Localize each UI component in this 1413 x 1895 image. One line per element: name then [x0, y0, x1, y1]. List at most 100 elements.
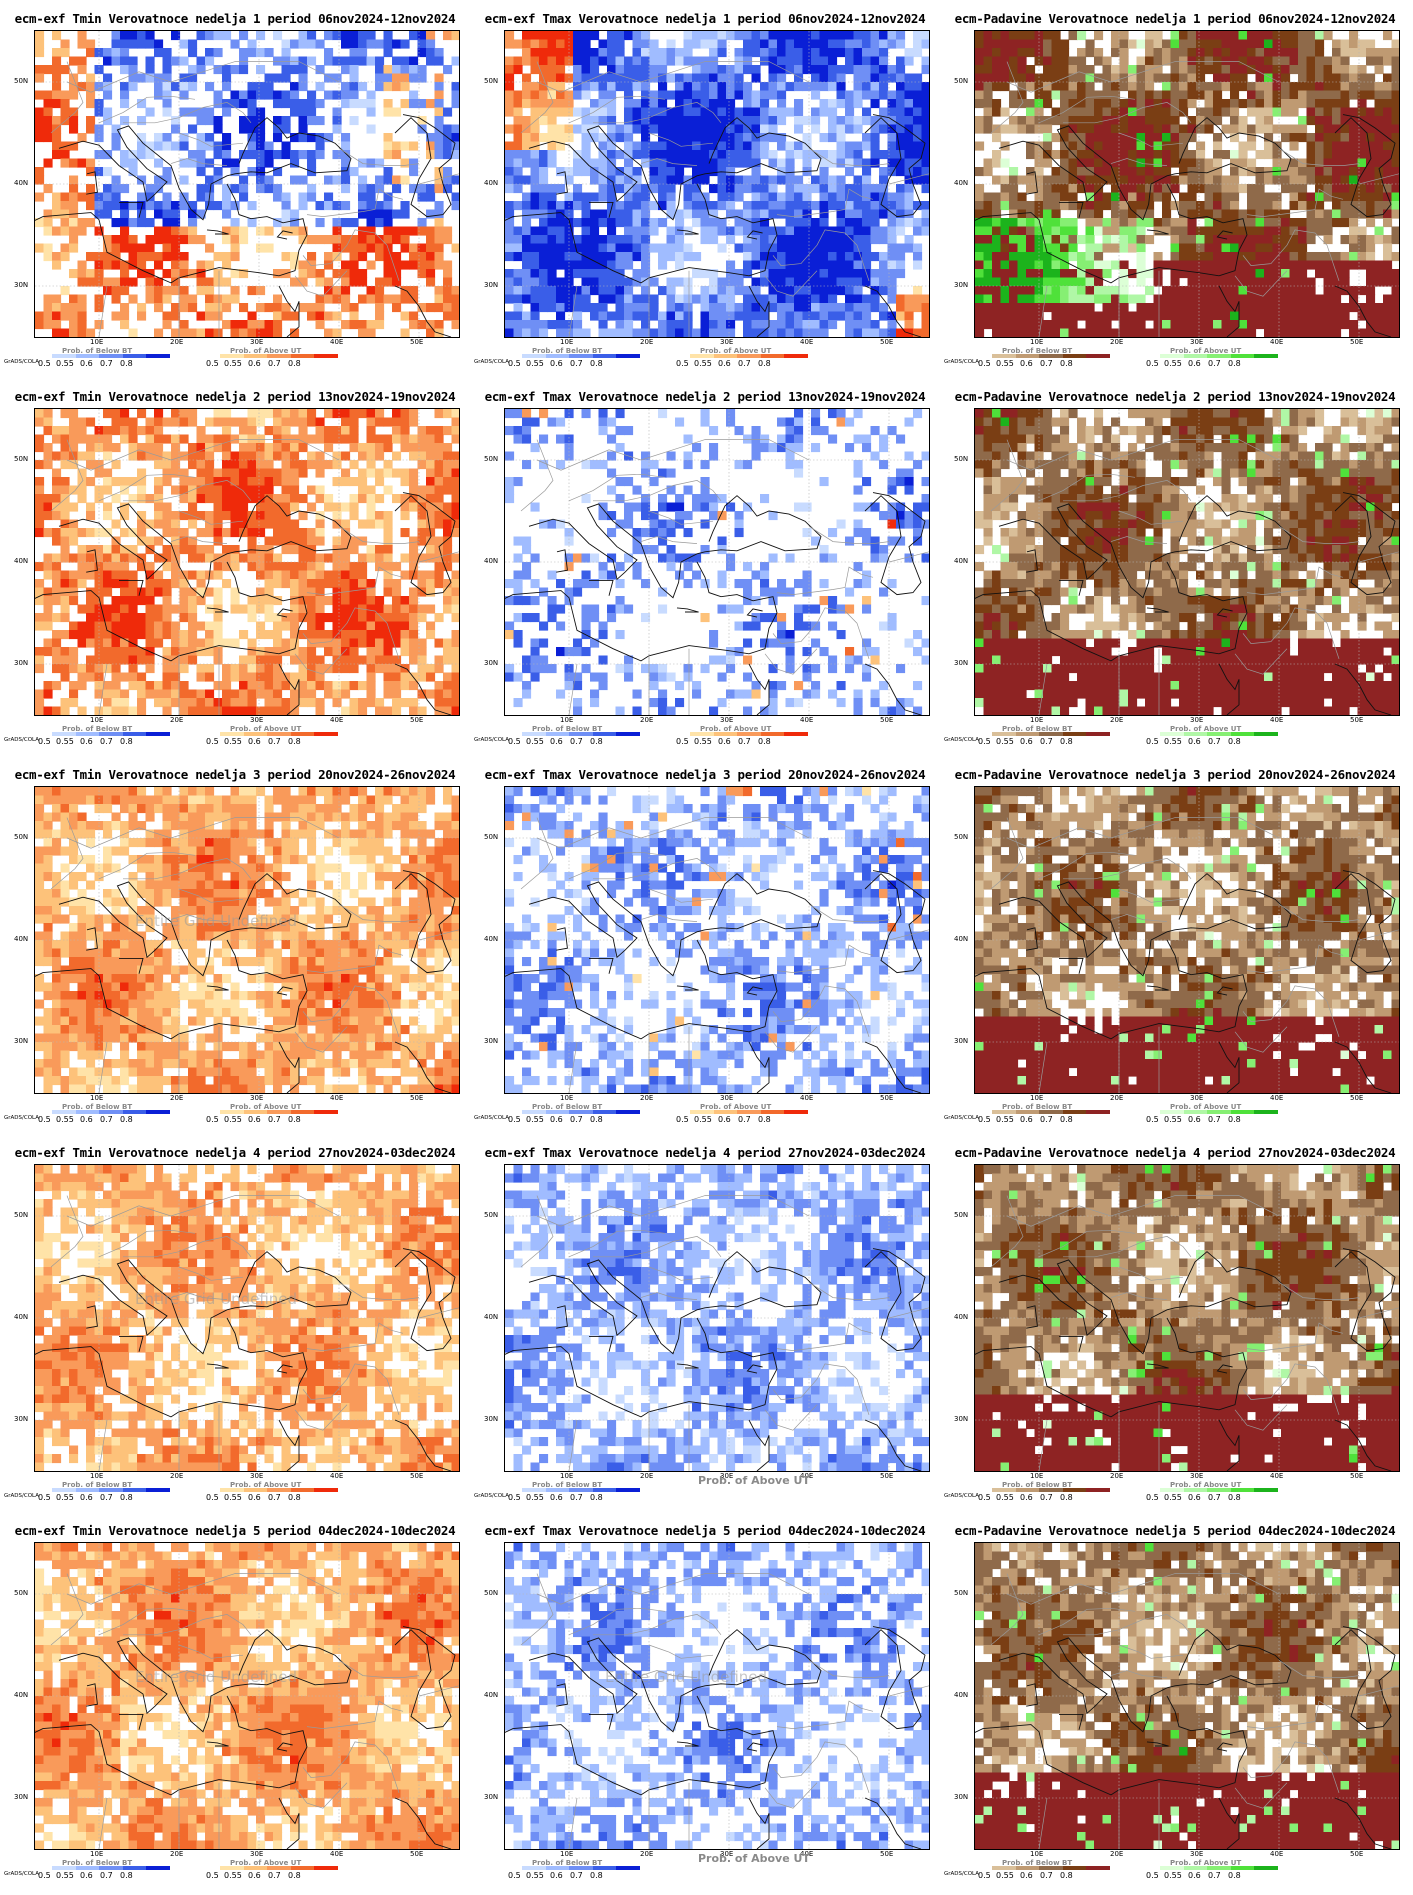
probability-cell: [86, 48, 96, 58]
probability-cell: [683, 124, 693, 134]
probability-cell: [1051, 73, 1061, 83]
probability-cell: [1111, 226, 1121, 236]
probability-cell: [845, 31, 855, 41]
probability-cell: [349, 243, 359, 253]
probability-cell: [1374, 277, 1384, 287]
probability-cell: [1153, 303, 1163, 313]
probability-cell: [52, 124, 62, 134]
probability-cell: [1391, 269, 1399, 279]
probability-cell: [375, 545, 385, 555]
probability-cell: [1136, 201, 1146, 211]
probability-cell: [726, 107, 736, 117]
probability-cell: [281, 201, 291, 211]
probability-cell: [1298, 167, 1308, 177]
probability-cell: [853, 286, 863, 296]
probability-cell: [1170, 226, 1180, 236]
probability-cell: [539, 260, 549, 270]
probability-cell: [1196, 124, 1206, 134]
probability-cell: [743, 269, 753, 279]
probability-cell: [358, 294, 368, 304]
probability-cell: [69, 269, 79, 279]
probability-cell: [1111, 243, 1121, 253]
probability-cell: [1060, 158, 1070, 168]
probability-cell: [409, 434, 419, 444]
probability-cell: [358, 443, 368, 453]
probability-cell: [298, 511, 308, 521]
probability-cell: [52, 451, 62, 461]
probability-cell: [1187, 277, 1197, 287]
probability-cell: [196, 460, 206, 470]
probability-cell: [983, 31, 993, 41]
probability-cell: [171, 528, 181, 538]
probability-cell: [1179, 107, 1189, 117]
probability-cell: [52, 320, 62, 330]
probability-cell: [1204, 48, 1214, 58]
probability-cell: [913, 73, 923, 83]
probability-cell: [434, 553, 444, 563]
probability-cell: [69, 158, 79, 168]
probability-cell: [145, 107, 155, 117]
probability-cell: [921, 56, 929, 66]
probability-cell: [777, 141, 787, 151]
probability-cell: [1306, 260, 1316, 270]
forecast-panel: ecm-exf Tmin Verovatnoce nedelja 2 perio…: [0, 378, 470, 757]
forecast-panel: ecm-exf Tmax Verovatnoce nedelja 1 perio…: [470, 0, 940, 379]
probability-cell: [307, 434, 317, 444]
probability-cell: [179, 328, 189, 337]
probability-cell: [1238, 277, 1248, 287]
probability-cell: [556, 209, 566, 219]
probability-cell: [1145, 269, 1155, 279]
probability-cell: [1000, 175, 1010, 185]
probability-cell: [451, 460, 459, 470]
probability-cell: [162, 528, 172, 538]
probability-cell: [426, 468, 436, 478]
probability-cell: [256, 175, 266, 185]
probability-cell: [1026, 320, 1036, 330]
probability-cell: [409, 485, 419, 495]
probability-cell: [358, 485, 368, 495]
probability-cell: [222, 562, 232, 572]
probability-cell: [1000, 286, 1010, 296]
probability-cell: [1332, 218, 1342, 228]
probability-cell: [145, 417, 155, 427]
probability-cell: [1077, 133, 1087, 143]
probability-cell: [904, 184, 914, 194]
probability-cell: [1111, 260, 1121, 270]
probability-cell: [564, 39, 574, 49]
probability-cell: [324, 48, 334, 58]
probability-cell: [760, 82, 770, 92]
probability-cell: [734, 31, 744, 41]
probability-cell: [887, 192, 897, 202]
probability-cell: [1136, 99, 1146, 109]
probability-cell: [400, 409, 410, 419]
probability-cell: [530, 192, 540, 202]
probability-cell: [264, 150, 274, 160]
probability-cell: [675, 158, 685, 168]
probability-cell: [443, 277, 453, 287]
probability-cell: [1306, 141, 1316, 151]
probability-cell: [1153, 150, 1163, 160]
probability-cell: [1009, 277, 1019, 287]
probability-cell: [1026, 141, 1036, 151]
probability-cell: [1264, 269, 1274, 279]
probability-cell: [86, 192, 96, 202]
probability-cell: [992, 243, 1002, 253]
probability-cell: [1162, 48, 1172, 58]
probability-cell: [1230, 184, 1240, 194]
probability-cell: [649, 141, 659, 151]
probability-cell: [137, 73, 147, 83]
probability-cell: [1289, 192, 1299, 202]
probability-cell: [726, 303, 736, 313]
probability-cell: [1340, 192, 1350, 202]
probability-cell: [862, 201, 872, 211]
probability-cell: [785, 311, 795, 321]
probability-cell: [1119, 150, 1129, 160]
probability-cell: [315, 201, 325, 211]
probability-cell: [666, 252, 676, 262]
probability-cell: [43, 460, 53, 470]
grads-credit: GrADS/COLA: [474, 359, 509, 365]
probability-cell: [505, 277, 515, 287]
probability-cell: [615, 294, 625, 304]
probability-cell: [171, 417, 181, 427]
probability-cell: [171, 434, 181, 444]
